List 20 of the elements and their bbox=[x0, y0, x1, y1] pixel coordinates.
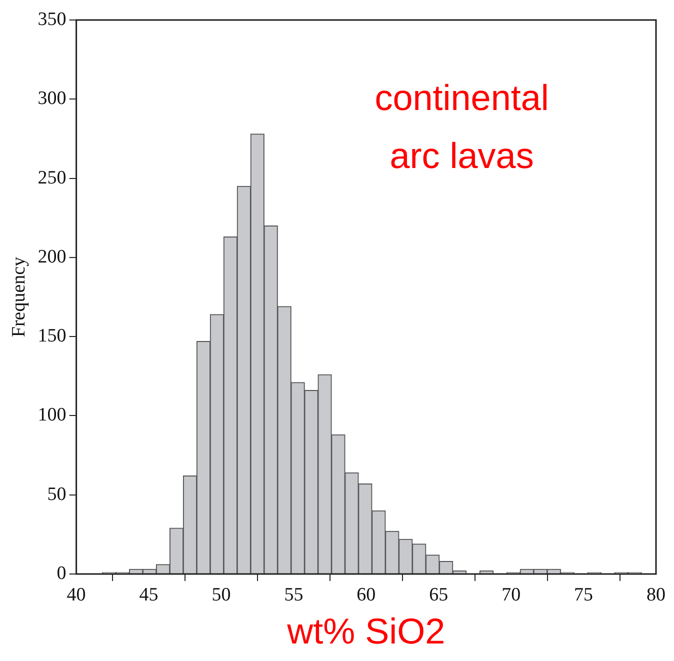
x-axis-title: wt% SiO2 bbox=[286, 610, 446, 652]
x-tick-label: 80 bbox=[646, 584, 666, 606]
x-tick-label: 45 bbox=[139, 584, 158, 606]
y-tick-label: 200 bbox=[38, 246, 66, 268]
x-tick-label: 40 bbox=[66, 584, 86, 606]
y-tick-label: 50 bbox=[47, 484, 66, 505]
y-tick-label: 300 bbox=[38, 88, 66, 110]
x-tick-label: 50 bbox=[212, 584, 231, 606]
annotation: continental arc lavas bbox=[374, 76, 549, 176]
y-tick-label: 100 bbox=[38, 404, 66, 426]
x-tick-label: 70 bbox=[502, 584, 521, 606]
x-tick-label: 60 bbox=[356, 584, 376, 606]
y-tick-label: 0 bbox=[56, 562, 66, 584]
y-tick-label: 350 bbox=[38, 8, 66, 30]
y-tick-label: 250 bbox=[38, 167, 66, 188]
y-tick-label: 150 bbox=[38, 326, 66, 347]
y-axis-title: Frequency bbox=[8, 256, 30, 338]
x-tick-label: 65 bbox=[429, 584, 448, 606]
x-tick-label: 75 bbox=[574, 584, 594, 606]
x-tick-label: 55 bbox=[284, 584, 304, 606]
